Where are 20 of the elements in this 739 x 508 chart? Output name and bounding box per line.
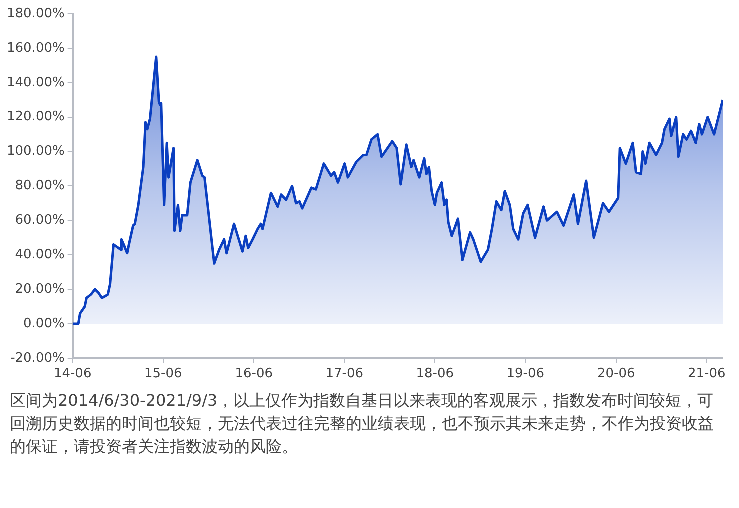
y-tick-label: 140.00% [6,75,65,90]
text: 区间为2014/6/30-2021/9/3，以上仅作为指数自基日以来表现的客观展示，指数发布时间较短，可回溯历史数据的时间也较短，无法代表过往完整的业绩表现，也不预示其未来走势，不作为投资收益的保证，请投资者关注指数波动的风险。 [10,390,715,458]
y-tick-label: 160.00% [6,40,65,56]
y-tick-label: 0.00% [24,316,65,332]
x-tick-label: 20-06 [597,366,636,382]
x-tick-label: 17-06 [326,366,364,382]
y-tick-label: 40.00% [15,247,65,262]
y-tick-label: 60.00% [15,213,65,228]
y-tick-label: -20.00% [10,350,65,366]
y-tick-label: 20.00% [15,282,65,297]
x-tick-label: 19-06 [506,366,545,382]
y-tick-label: 120.00% [6,110,65,125]
y-tick-label: 80.00% [15,178,65,194]
x-tick-label: 18-06 [416,366,454,382]
x-tick-label: 21-06 [688,366,726,382]
x-tick-label: 14-06 [54,366,92,382]
x-tick-label: 15-06 [144,366,182,382]
y-tick-label: 180.00% [6,6,65,22]
y-tick-label: 100.00% [6,144,65,160]
x-tick-label: 16-06 [235,366,273,382]
